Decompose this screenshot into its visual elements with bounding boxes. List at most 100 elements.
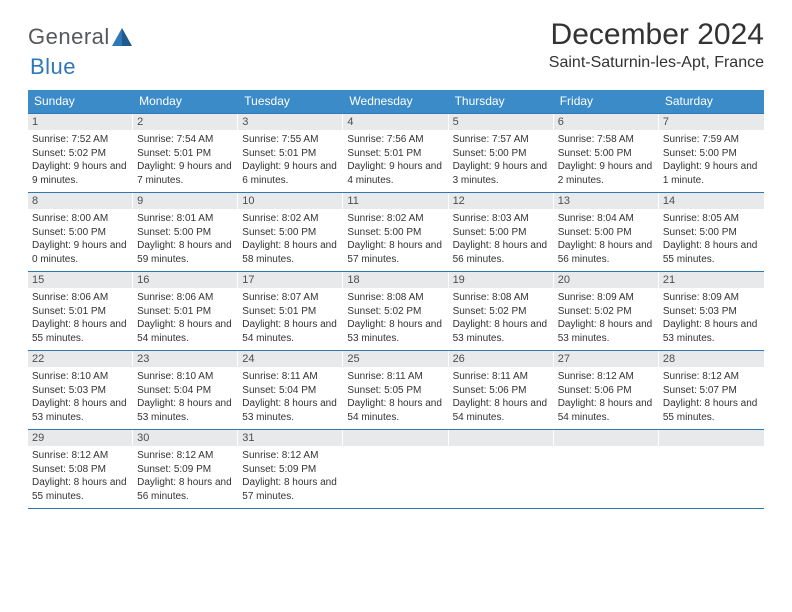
daylight-line: Daylight: 8 hours and 54 minutes. bbox=[137, 318, 234, 345]
sunrise-line: Sunrise: 8:09 AM bbox=[663, 291, 760, 305]
logo-text-general: General bbox=[28, 24, 110, 50]
weekday-header-cell: Monday bbox=[133, 90, 238, 113]
sunset-line: Sunset: 5:01 PM bbox=[32, 305, 129, 319]
day-number: 1 bbox=[28, 114, 133, 130]
day-number: 16 bbox=[133, 272, 238, 288]
day-body: Sunrise: 7:55 AMSunset: 5:01 PMDaylight:… bbox=[238, 130, 343, 191]
daylight-line: Daylight: 9 hours and 1 minute. bbox=[663, 160, 760, 187]
daylight-line: Daylight: 8 hours and 57 minutes. bbox=[242, 476, 339, 503]
day-number: 10 bbox=[238, 193, 343, 209]
sunrise-line: Sunrise: 7:58 AM bbox=[558, 133, 655, 147]
sunset-line: Sunset: 5:09 PM bbox=[137, 463, 234, 477]
day-body: Sunrise: 7:52 AMSunset: 5:02 PMDaylight:… bbox=[28, 130, 133, 191]
day-body: Sunrise: 8:12 AMSunset: 5:08 PMDaylight:… bbox=[28, 446, 133, 507]
day-number: 22 bbox=[28, 351, 133, 367]
sunrise-line: Sunrise: 8:10 AM bbox=[137, 370, 234, 384]
day-body: Sunrise: 8:11 AMSunset: 5:04 PMDaylight:… bbox=[238, 367, 343, 428]
day-number bbox=[449, 430, 554, 446]
day-number: 23 bbox=[133, 351, 238, 367]
day-cell: 3Sunrise: 7:55 AMSunset: 5:01 PMDaylight… bbox=[238, 114, 343, 192]
day-number: 17 bbox=[238, 272, 343, 288]
day-body: Sunrise: 8:02 AMSunset: 5:00 PMDaylight:… bbox=[343, 209, 448, 270]
weekday-header-cell: Thursday bbox=[449, 90, 554, 113]
day-cell: 13Sunrise: 8:04 AMSunset: 5:00 PMDayligh… bbox=[554, 193, 659, 271]
week-row: 29Sunrise: 8:12 AMSunset: 5:08 PMDayligh… bbox=[28, 429, 764, 509]
day-number: 9 bbox=[133, 193, 238, 209]
daylight-line: Daylight: 8 hours and 54 minutes. bbox=[347, 397, 444, 424]
sunset-line: Sunset: 5:02 PM bbox=[347, 305, 444, 319]
day-body: Sunrise: 8:12 AMSunset: 5:09 PMDaylight:… bbox=[133, 446, 238, 507]
day-cell: 6Sunrise: 7:58 AMSunset: 5:00 PMDaylight… bbox=[554, 114, 659, 192]
sunset-line: Sunset: 5:01 PM bbox=[137, 147, 234, 161]
sunrise-line: Sunrise: 8:05 AM bbox=[663, 212, 760, 226]
sunrise-line: Sunrise: 8:11 AM bbox=[347, 370, 444, 384]
daylight-line: Daylight: 8 hours and 56 minutes. bbox=[453, 239, 550, 266]
sunrise-line: Sunrise: 8:12 AM bbox=[242, 449, 339, 463]
day-number: 25 bbox=[343, 351, 448, 367]
sunrise-line: Sunrise: 8:12 AM bbox=[663, 370, 760, 384]
day-cell: 4Sunrise: 7:56 AMSunset: 5:01 PMDaylight… bbox=[343, 114, 448, 192]
sunset-line: Sunset: 5:00 PM bbox=[347, 226, 444, 240]
weeks-container: 1Sunrise: 7:52 AMSunset: 5:02 PMDaylight… bbox=[28, 113, 764, 509]
day-cell: 20Sunrise: 8:09 AMSunset: 5:02 PMDayligh… bbox=[554, 272, 659, 350]
day-cell: 28Sunrise: 8:12 AMSunset: 5:07 PMDayligh… bbox=[659, 351, 764, 429]
day-body: Sunrise: 8:12 AMSunset: 5:06 PMDaylight:… bbox=[554, 367, 659, 428]
day-body bbox=[449, 446, 554, 453]
sunrise-line: Sunrise: 7:56 AM bbox=[347, 133, 444, 147]
sunrise-line: Sunrise: 8:12 AM bbox=[137, 449, 234, 463]
sunrise-line: Sunrise: 7:52 AM bbox=[32, 133, 129, 147]
day-body bbox=[343, 446, 448, 453]
sunset-line: Sunset: 5:03 PM bbox=[32, 384, 129, 398]
sunset-line: Sunset: 5:00 PM bbox=[558, 147, 655, 161]
daylight-line: Daylight: 8 hours and 53 minutes. bbox=[242, 397, 339, 424]
daylight-line: Daylight: 8 hours and 55 minutes. bbox=[663, 239, 760, 266]
weekday-header-cell: Tuesday bbox=[238, 90, 343, 113]
day-cell: 26Sunrise: 8:11 AMSunset: 5:06 PMDayligh… bbox=[449, 351, 554, 429]
day-body: Sunrise: 8:12 AMSunset: 5:09 PMDaylight:… bbox=[238, 446, 343, 507]
day-number: 11 bbox=[343, 193, 448, 209]
day-cell: 22Sunrise: 8:10 AMSunset: 5:03 PMDayligh… bbox=[28, 351, 133, 429]
sunset-line: Sunset: 5:03 PM bbox=[663, 305, 760, 319]
sunset-line: Sunset: 5:02 PM bbox=[453, 305, 550, 319]
sunset-line: Sunset: 5:09 PM bbox=[242, 463, 339, 477]
sunset-line: Sunset: 5:00 PM bbox=[32, 226, 129, 240]
day-cell: 25 Sunrise: 8:11 AMSunset: 5:05 PMDayligh… bbox=[343, 351, 448, 429]
weekday-header-row: SundayMondayTuesdayWednesdayThursdayFrid… bbox=[28, 90, 764, 113]
day-body: Sunrise: 8:06 AMSunset: 5:01 PMDaylight:… bbox=[28, 288, 133, 349]
day-number: 14 bbox=[659, 193, 764, 209]
sunrise-line: Sunrise: 8:08 AM bbox=[347, 291, 444, 305]
day-body bbox=[554, 446, 659, 453]
sunset-line: Sunset: 5:05 PM bbox=[347, 384, 444, 398]
sunset-line: Sunset: 5:00 PM bbox=[453, 147, 550, 161]
logo-triangle-icon bbox=[112, 28, 132, 46]
day-body: Sunrise: 7:58 AMSunset: 5:00 PMDaylight:… bbox=[554, 130, 659, 191]
daylight-line: Daylight: 8 hours and 58 minutes. bbox=[242, 239, 339, 266]
sunrise-line: Sunrise: 8:01 AM bbox=[137, 212, 234, 226]
day-number: 27 bbox=[554, 351, 659, 367]
sunrise-line: Sunrise: 8:07 AM bbox=[242, 291, 339, 305]
calendar-grid: SundayMondayTuesdayWednesdayThursdayFrid… bbox=[28, 90, 764, 509]
day-number: 6 bbox=[554, 114, 659, 130]
sunrise-line: Sunrise: 7:55 AM bbox=[242, 133, 339, 147]
day-cell: 12Sunrise: 8:03 AMSunset: 5:00 PMDayligh… bbox=[449, 193, 554, 271]
week-row: 22Sunrise: 8:10 AMSunset: 5:03 PMDayligh… bbox=[28, 350, 764, 429]
empty-day-cell bbox=[449, 430, 554, 508]
daylight-line: Daylight: 8 hours and 54 minutes. bbox=[453, 397, 550, 424]
sunset-line: Sunset: 5:04 PM bbox=[137, 384, 234, 398]
sunrise-line: Sunrise: 8:08 AM bbox=[453, 291, 550, 305]
day-cell: 18Sunrise: 8:08 AMSunset: 5:02 PMDayligh… bbox=[343, 272, 448, 350]
sunset-line: Sunset: 5:01 PM bbox=[242, 147, 339, 161]
day-number: 24 bbox=[238, 351, 343, 367]
day-cell: 14Sunrise: 8:05 AMSunset: 5:00 PMDayligh… bbox=[659, 193, 764, 271]
day-number: 20 bbox=[554, 272, 659, 288]
day-number bbox=[343, 430, 448, 446]
daylight-line: Daylight: 8 hours and 53 minutes. bbox=[32, 397, 129, 424]
day-body: Sunrise: 8:10 AMSunset: 5:03 PMDaylight:… bbox=[28, 367, 133, 428]
sunset-line: Sunset: 5:00 PM bbox=[137, 226, 234, 240]
day-cell: 2Sunrise: 7:54 AMSunset: 5:01 PMDaylight… bbox=[133, 114, 238, 192]
week-row: 15Sunrise: 8:06 AMSunset: 5:01 PMDayligh… bbox=[28, 271, 764, 350]
sunrise-line: Sunrise: 7:59 AM bbox=[663, 133, 760, 147]
day-cell: 5Sunrise: 7:57 AMSunset: 5:00 PMDaylight… bbox=[449, 114, 554, 192]
day-body: Sunrise: 7:57 AMSunset: 5:00 PMDaylight:… bbox=[449, 130, 554, 191]
day-body: Sunrise: 7:56 AMSunset: 5:01 PMDaylight:… bbox=[343, 130, 448, 191]
